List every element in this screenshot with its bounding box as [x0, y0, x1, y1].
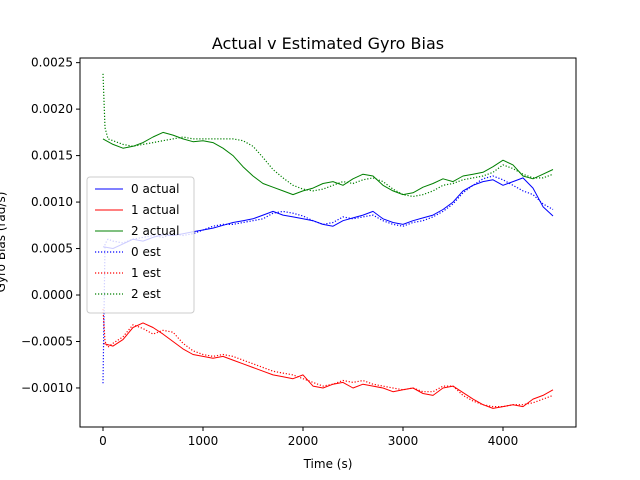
y-tick-label: 0.0020	[31, 102, 73, 116]
y-tick-label: 0.0000	[31, 288, 73, 302]
y-tick-label: −0.0010	[21, 381, 73, 395]
series-line-1-actual	[102, 322, 554, 409]
chart-title: Actual v Estimated Gyro Bias	[212, 34, 444, 53]
x-axis-ticks: 0 1000 2000 3000 4000	[99, 427, 518, 448]
series-line-2-actual	[102, 131, 554, 196]
x-tick-label: 4000	[488, 434, 519, 448]
y-tick-label: 0.0025	[31, 56, 73, 70]
legend-entry-label: 1 est	[131, 266, 161, 280]
legend-entry-label: 0 est	[131, 245, 161, 259]
y-axis-label: Gyro Bias (rad/s)	[0, 192, 8, 293]
y-tick-label: −0.0005	[21, 334, 73, 348]
y-tick-label: 0.0015	[31, 149, 73, 163]
legend: 0 actual 1 actual 2 actual 0 est 1 est 2 est	[86, 176, 195, 314]
x-tick-label: 1000	[188, 434, 219, 448]
y-tick-label: 0.0010	[31, 195, 73, 209]
x-tick-label: 3000	[388, 434, 419, 448]
legend-entry-label: 2 est	[131, 287, 161, 301]
series-line-2-est	[102, 73, 554, 198]
x-tick-label: 2000	[288, 434, 319, 448]
legend-entry-label: 1 actual	[131, 203, 179, 217]
series-line-0-est	[102, 175, 554, 384]
y-axis-ticks: −0.0010 −0.0005 0.0000 0.0005 0.0010 0.0015 0.…	[21, 56, 80, 395]
y-tick-label: 0.0005	[31, 242, 73, 256]
legend-entry-label: 0 actual	[131, 182, 179, 196]
plot-frame	[79, 57, 577, 428]
legend-box	[86, 176, 195, 314]
x-tick-label: 0	[99, 434, 107, 448]
legend-entry-label: 2 actual	[131, 224, 179, 238]
series-line-1-est	[102, 308, 554, 408]
x-axis-label: Time (s)	[303, 457, 353, 471]
